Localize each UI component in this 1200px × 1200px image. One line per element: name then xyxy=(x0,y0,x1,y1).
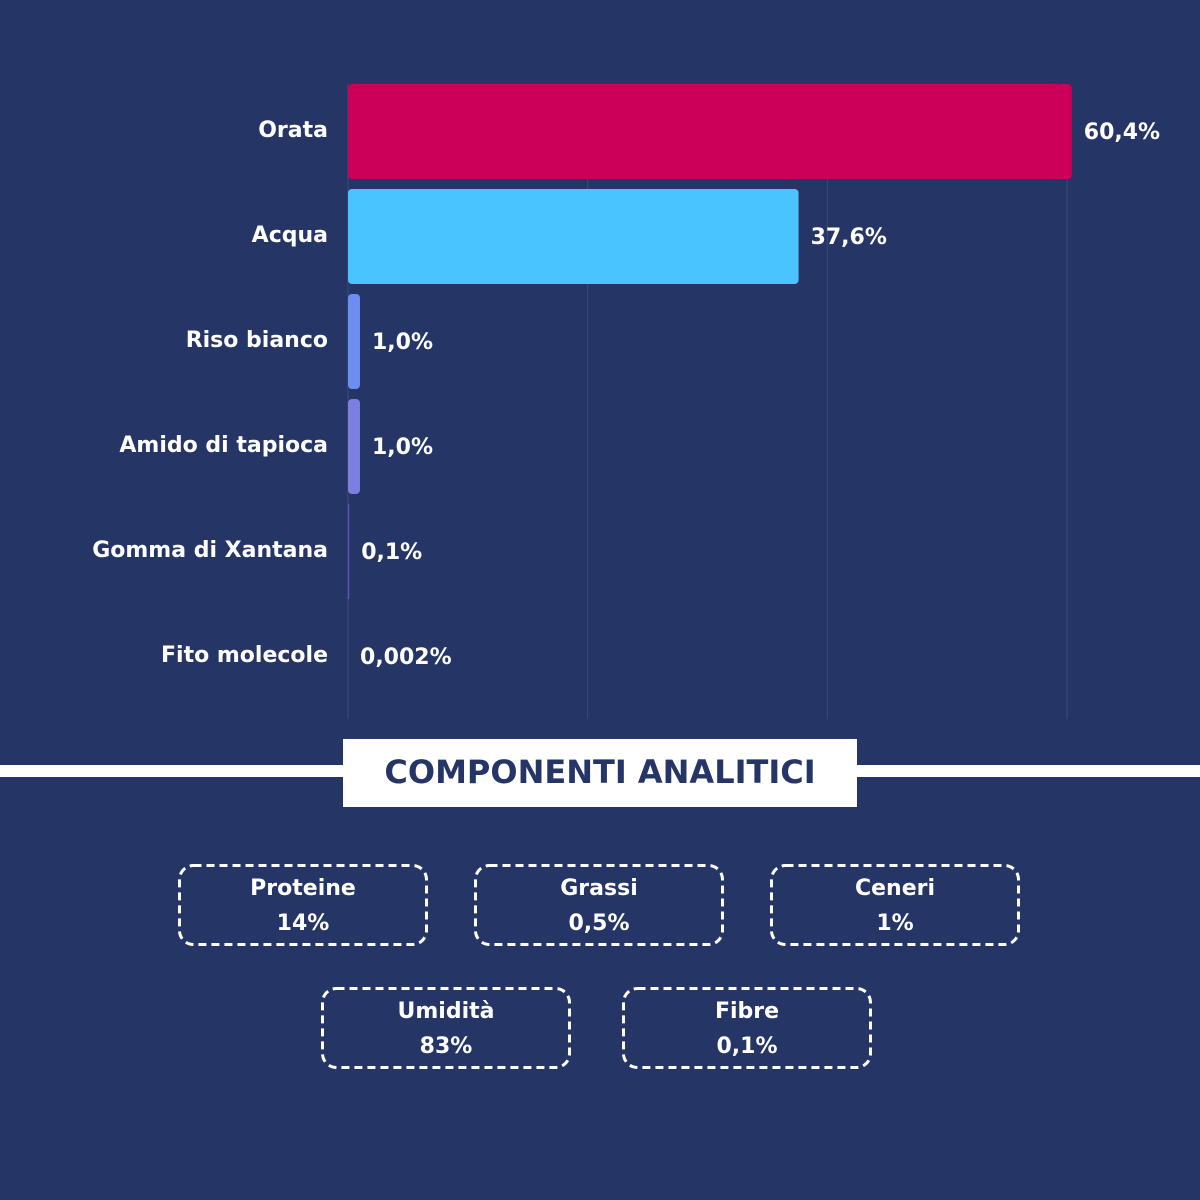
bar xyxy=(348,189,799,284)
value-label: 60,4% xyxy=(1084,120,1160,145)
bar xyxy=(348,399,360,494)
analytic-label: Fibre xyxy=(715,999,779,1024)
analytic-value: 1% xyxy=(876,911,913,936)
analytic-value: 14% xyxy=(277,911,330,936)
analytic-value: 0,1% xyxy=(716,1034,777,1059)
category-label: Fito molecole xyxy=(161,643,328,668)
analytic-box xyxy=(321,987,571,1069)
analytic-label: Grassi xyxy=(560,876,637,901)
bar xyxy=(348,504,350,599)
category-label: Amido di tapioca xyxy=(119,433,328,458)
bar xyxy=(348,84,1072,179)
analytic-box xyxy=(622,987,872,1069)
analytic-box xyxy=(770,864,1020,946)
analytic-value: 83% xyxy=(420,1034,473,1059)
category-label: Orata xyxy=(258,118,328,143)
analytic-box xyxy=(474,864,724,946)
analytic-value: 0,5% xyxy=(568,911,629,936)
analytic-label: Umidità xyxy=(398,999,495,1024)
value-label: 37,6% xyxy=(811,225,887,250)
analytic-box xyxy=(178,864,428,946)
value-label: 0,1% xyxy=(361,540,422,565)
value-label: 0,002% xyxy=(360,645,452,670)
category-label: Riso bianco xyxy=(186,328,328,353)
analytic-label: Proteine xyxy=(250,876,356,901)
category-label: Gomma di Xantana xyxy=(92,538,328,563)
section-title-box xyxy=(343,739,857,807)
value-label: 1,0% xyxy=(372,330,433,355)
value-label: 1,0% xyxy=(372,435,433,460)
category-label: Acqua xyxy=(252,223,328,248)
analytic-label: Ceneri xyxy=(855,876,935,901)
section-title: COMPONENTI ANALITICI xyxy=(384,753,815,791)
bar xyxy=(348,294,360,389)
